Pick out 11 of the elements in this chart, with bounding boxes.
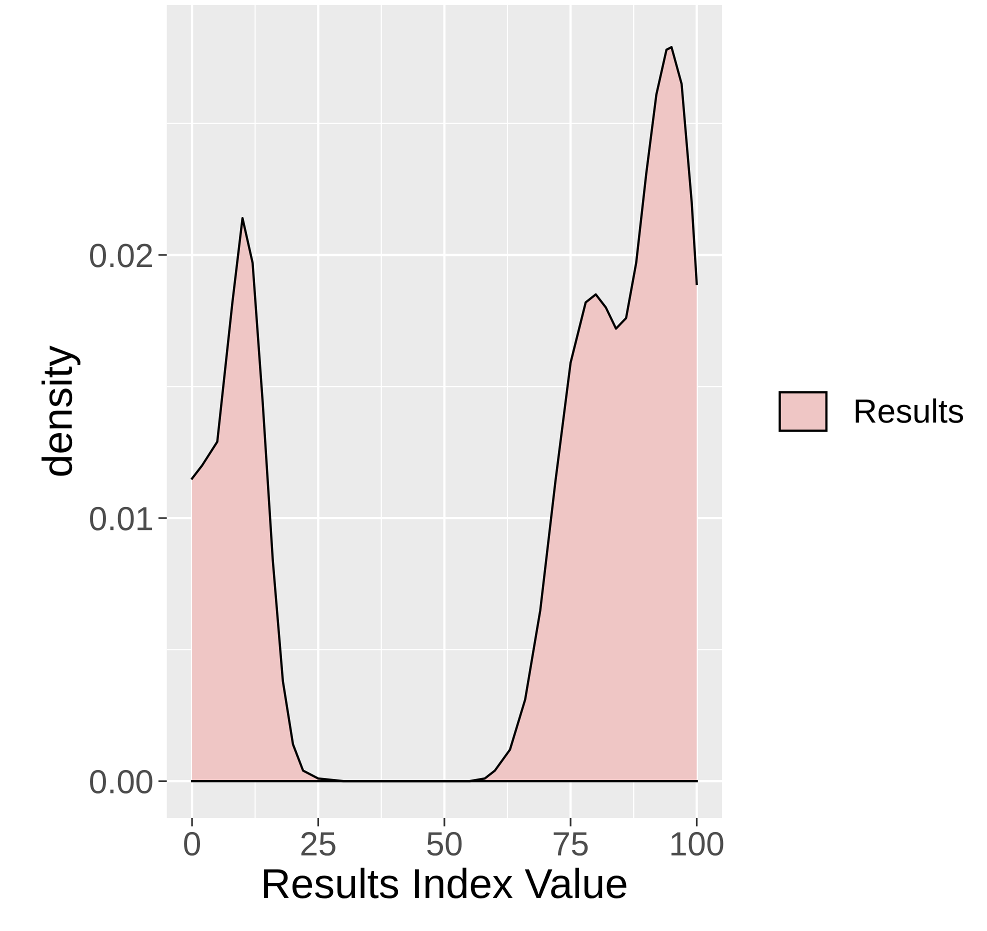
- y-tick-label: 0.02: [90, 244, 152, 268]
- y-tick-label: 0.00: [90, 770, 152, 794]
- y-axis-title: density: [42, 346, 80, 476]
- x-tick-label: 100: [671, 832, 724, 856]
- legend-label: Results: [856, 398, 964, 423]
- x-tick-label: 75: [554, 832, 588, 856]
- x-axis-title: Results Index Value: [264, 868, 626, 898]
- x-tick-label: 50: [427, 832, 462, 856]
- y-tick-label: 0.01: [90, 506, 152, 530]
- x-tick-label: 0: [184, 832, 200, 856]
- x-tick-label: 25: [301, 832, 336, 856]
